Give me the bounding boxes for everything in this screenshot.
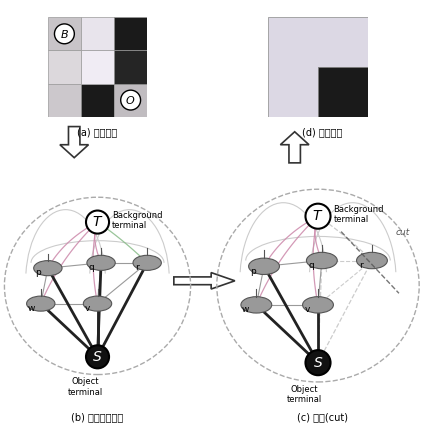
Text: $\mathit{S}$: $\mathit{S}$ — [92, 350, 103, 364]
Text: $\mathit{B}$: $\mathit{B}$ — [60, 28, 69, 40]
Text: q: q — [308, 261, 314, 270]
Ellipse shape — [84, 296, 112, 311]
Text: cut: cut — [395, 229, 409, 238]
Bar — [48, 17, 81, 51]
Bar — [114, 83, 147, 117]
Text: r: r — [136, 263, 139, 272]
Text: Background
terminal: Background terminal — [333, 205, 384, 224]
Text: p: p — [35, 268, 41, 277]
Ellipse shape — [27, 296, 55, 311]
Bar — [48, 51, 81, 83]
Text: $\mathit{T}$: $\mathit{T}$ — [92, 215, 103, 229]
Text: $\mathit{O}$: $\mathit{O}$ — [126, 94, 136, 106]
Polygon shape — [268, 17, 368, 117]
Bar — [114, 51, 147, 83]
Circle shape — [121, 90, 141, 110]
Text: (b) 构造图割模型: (b) 构造图割模型 — [71, 413, 124, 422]
Bar — [48, 83, 81, 117]
Bar — [114, 17, 147, 51]
Text: v: v — [305, 305, 310, 314]
Bar — [81, 17, 114, 51]
Ellipse shape — [357, 252, 388, 269]
Ellipse shape — [307, 252, 337, 269]
Text: r: r — [360, 261, 363, 270]
Ellipse shape — [303, 297, 333, 313]
Text: p: p — [251, 267, 257, 276]
Ellipse shape — [241, 297, 272, 313]
Bar — [81, 83, 114, 117]
Circle shape — [54, 24, 74, 44]
Text: $\mathit{T}$: $\mathit{T}$ — [312, 209, 324, 223]
Circle shape — [305, 203, 331, 229]
Text: $\mathit{S}$: $\mathit{S}$ — [313, 356, 323, 370]
Circle shape — [86, 210, 109, 234]
Text: q: q — [89, 263, 94, 272]
Circle shape — [305, 350, 331, 375]
Text: Background
terminal: Background terminal — [112, 210, 162, 230]
Ellipse shape — [248, 258, 279, 274]
Ellipse shape — [33, 260, 62, 276]
FancyArrow shape — [174, 273, 235, 289]
Ellipse shape — [133, 255, 162, 270]
Polygon shape — [318, 67, 368, 117]
Text: (c) 分割(cut): (c) 分割(cut) — [297, 413, 348, 422]
Text: Object
terminal: Object terminal — [287, 385, 322, 404]
Text: v: v — [85, 304, 90, 313]
Text: Object
terminal: Object terminal — [67, 377, 103, 397]
Text: (d) 分割结果: (d) 分割结果 — [302, 127, 343, 137]
FancyArrow shape — [60, 127, 89, 158]
Text: (a) 原始图像: (a) 原始图像 — [78, 127, 117, 137]
Text: w: w — [242, 305, 249, 314]
Circle shape — [86, 345, 109, 368]
Bar — [81, 51, 114, 83]
FancyArrow shape — [280, 132, 309, 163]
Ellipse shape — [87, 255, 115, 270]
Text: w: w — [27, 304, 35, 313]
